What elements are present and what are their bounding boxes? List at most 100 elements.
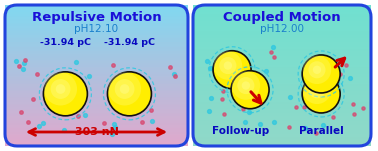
Bar [193,28,371,30]
Bar [5,5,188,7]
Bar [193,24,371,26]
Bar [5,12,188,14]
Bar [193,49,371,51]
Bar [5,104,188,105]
Text: Follow-up: Follow-up [212,126,270,136]
Bar [5,111,188,112]
Bar [193,35,371,37]
Bar [193,100,371,102]
Bar [5,72,188,74]
Bar [5,39,188,40]
Circle shape [313,66,321,74]
Bar [5,30,188,31]
Bar [5,65,188,67]
Bar [193,114,371,116]
Bar [193,93,371,95]
Bar [193,60,371,61]
Bar [5,21,188,23]
Bar [193,88,371,90]
Bar [5,54,188,56]
Bar [193,61,371,63]
Bar [193,7,371,8]
Bar [193,30,371,31]
Bar [193,130,371,132]
Bar [193,111,371,112]
Bar [193,127,371,128]
Bar [193,86,371,88]
Circle shape [51,79,70,99]
Bar [5,35,188,37]
Bar [193,84,371,86]
Bar [193,33,371,35]
Bar [193,144,371,146]
Bar [5,7,188,8]
Text: pH12.10: pH12.10 [74,24,119,34]
Bar [5,74,188,76]
Bar [5,60,188,61]
Bar [193,23,371,24]
Text: 303 nN: 303 nN [74,127,118,137]
Bar [5,97,188,98]
Bar [5,114,188,116]
Bar [193,76,371,77]
Circle shape [214,51,242,80]
Bar [5,58,188,60]
Bar [193,95,371,97]
Bar [5,123,188,125]
Bar [193,14,371,16]
Bar [5,112,188,114]
Bar [5,102,188,104]
Bar [5,70,188,72]
Bar [193,47,371,49]
Bar [193,37,371,39]
Bar [193,112,371,114]
Bar [5,91,188,93]
Bar [193,44,371,46]
Bar [193,12,371,14]
Bar [5,100,188,102]
Bar [193,19,371,21]
Bar [5,95,188,97]
Circle shape [56,84,65,94]
Bar [193,128,371,130]
Bar [5,49,188,51]
Text: -31.94 pC: -31.94 pC [104,38,155,47]
Circle shape [108,72,141,106]
Bar [193,81,371,83]
Bar [5,107,188,109]
Bar [5,132,188,134]
Bar [5,130,188,132]
Bar [5,42,188,44]
Bar [193,68,371,70]
Bar [5,53,188,54]
Bar [5,98,188,100]
Bar [193,53,371,54]
Bar [193,97,371,98]
Circle shape [107,72,152,116]
Bar [193,5,371,7]
Bar [5,56,188,58]
Bar [193,105,371,107]
Bar [193,26,371,28]
Bar [193,54,371,56]
Bar [193,10,371,12]
Bar [5,40,188,42]
Bar [5,141,188,143]
Bar [5,23,188,24]
Circle shape [302,55,340,93]
Circle shape [308,81,325,98]
Text: -31.94 pC: -31.94 pC [40,38,91,47]
Bar [5,47,188,49]
Bar [193,67,371,68]
Text: Repulsive Motion: Repulsive Motion [32,11,161,24]
Bar [193,132,371,134]
Bar [5,44,188,46]
Bar [193,91,371,93]
Bar [193,42,371,44]
Bar [193,116,371,118]
Bar [5,26,188,28]
Circle shape [313,86,321,94]
Bar [193,72,371,74]
Circle shape [231,71,269,109]
Bar [193,65,371,67]
